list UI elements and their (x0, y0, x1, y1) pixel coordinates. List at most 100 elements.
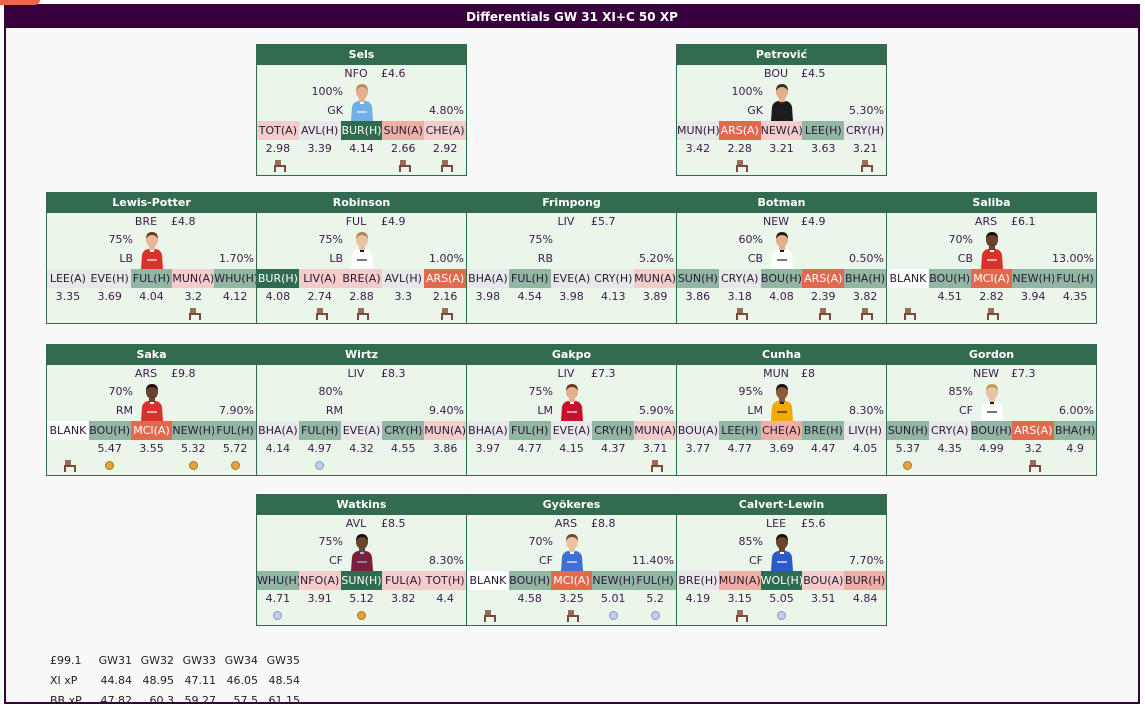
fixture-cell: BLANK (47, 421, 89, 440)
bench-icon (441, 160, 454, 172)
fixture-cell: FUL(H) (508, 421, 551, 440)
fixture-cell: BOU(H) (760, 269, 803, 288)
xp-value: 3.15 (727, 592, 752, 605)
player-card[interactable]: Frimpong LIV £5.7 75% RB 5.20% BHA(A) FUL(H) EVE… (466, 192, 677, 324)
xp-value: 5.2 (646, 592, 664, 605)
bench-icon (987, 308, 1000, 320)
xp-value: 2.98 (265, 142, 291, 155)
player-card[interactable]: Gordon NEW £7.3 85% CF 6.00% SUN(H) CRY(A) BOU(H… (886, 344, 1097, 476)
icon-cell (467, 308, 509, 320)
fixture-cell: BOU(H) (928, 269, 971, 288)
icon-cell (634, 610, 676, 622)
player-card[interactable]: Gyökeres ARS £8.8 70% CF 11.40% BLANK BOU(H) MCI… (466, 494, 677, 626)
fixture-cell: BOU(H) (508, 571, 551, 590)
fixture-cell: CRY(H) (382, 421, 425, 440)
fixture-cell: BUR(H) (340, 121, 383, 140)
xp-value: 2.82 (979, 290, 1004, 303)
player-card[interactable]: Robinson FUL £4.9 75% LB 1.00% BUR(H) LIV(A) BRE… (256, 192, 467, 324)
fixture-cell: CRY(H) (592, 269, 635, 288)
player-photo (139, 231, 165, 269)
player-name: Cunha (677, 345, 886, 365)
bench-icon (273, 160, 286, 172)
fixture-cell: CRY(A) (928, 421, 971, 440)
player-card[interactable]: Gakpo LIV £7.3 75% LM 5.90% BHA(A) FUL(H) EVE(A)… (466, 344, 677, 476)
summary-row-bb: BB xP 47.82 60.3 59.27 57.5 61.15 (50, 690, 300, 708)
icon-cell (719, 308, 761, 320)
player-price: £5.6 (801, 517, 826, 530)
player-name: Watkins (257, 495, 466, 515)
player-card[interactable]: Cunha MUN £8 95% LM 8.30% BOU(A) LEE(H) CHE(A) BR… (676, 344, 887, 476)
icon-cell (677, 308, 719, 320)
xp-value: 3.25 (559, 592, 584, 605)
fixture-cell: BHA(A) (467, 421, 509, 440)
player-card[interactable]: Watkins AVL £8.5 75% CF 8.30% WHU(H) NFO(A) SUN(… (256, 494, 467, 626)
xp-value: 4.9 (1066, 442, 1084, 455)
player-card[interactable]: Saka ARS £9.8 70% RM 7.90% BLANK BOU(H) MCI(A) NE… (46, 344, 257, 476)
bench-icon (483, 610, 496, 622)
bench-icon (441, 308, 454, 320)
player-card[interactable]: Sels NFO £4.6 100% GK 4.80% TOT(A) AVL(H) BUR(H)… (256, 44, 467, 176)
icon-cell (341, 308, 383, 320)
icon-cell (677, 610, 719, 622)
silver-medal-icon (273, 611, 283, 620)
xp-value: 2.28 (727, 142, 752, 155)
xp-value: 3.91 (307, 592, 332, 605)
player-price: £9.8 (171, 367, 196, 380)
player-eo: 1.70% (219, 252, 254, 265)
icon-cell (929, 460, 971, 472)
xp-value: 4.51 (937, 290, 962, 303)
player-position: CF (958, 404, 973, 417)
player-name: Petrović (677, 45, 886, 65)
fixture-row: LEE(A) EVE(H) FUL(H) MUN(A) WHU(H) (47, 269, 258, 288)
player-photo (979, 231, 1005, 269)
xp-row: 4.19 3.15 5.05 3.51 4.84 (677, 592, 886, 606)
icon-row (887, 308, 1096, 320)
player-eo: 11.40% (632, 554, 674, 567)
icon-cell (509, 460, 551, 472)
xp-row: 3.86 3.18 4.08 2.39 3.82 (677, 290, 886, 304)
summary-value: 44.84 (100, 673, 133, 687)
fixture-cell: SUN(A) (382, 121, 425, 140)
xp-value: 4.15 (559, 442, 584, 455)
player-card[interactable]: Botman NEW £4.9 60% CB 0.50% SUN(H) CRY(A) BOU(H… (676, 192, 887, 324)
fixture-cell: BHA(A) (467, 269, 509, 288)
bench-icon (735, 308, 748, 320)
fixture-cell: NEW(H) (592, 571, 635, 590)
xp-value: 4.97 (307, 442, 332, 455)
xp-value: 3.51 (811, 592, 836, 605)
icon-row (677, 160, 886, 172)
xp-value: 3.39 (307, 142, 332, 155)
player-card[interactable]: Lewis-Potter BRE £4.8 75% LB 1.70% LEE(A) EVE(H… (46, 192, 258, 324)
xp-value: 4.12 (222, 290, 248, 303)
player-team: ARS (554, 517, 578, 530)
summary-gw-header: GW34 (224, 653, 258, 667)
player-card[interactable]: Calvert-Lewin LEE £5.6 85% CF 7.70% BRE(H) MUN(… (676, 494, 887, 626)
player-card[interactable]: Wirtz LIV £8.3 80% RM 9.40% BHA(A) FUL(H) EVE(A)… (256, 344, 467, 476)
summary-header-row: £99.1 GW31 GW32 GW33 GW34 GW35 (50, 650, 300, 670)
player-price: £8.8 (591, 517, 616, 530)
icon-cell (341, 610, 383, 622)
fixture-cell: FUL(H) (130, 269, 173, 288)
player-card[interactable]: Petrović BOU £4.5 100% GK 5.30% MUN(H) ARS(A) NE… (676, 44, 887, 176)
xp-value: 3.98 (559, 290, 584, 303)
player-card[interactable]: Saliba ARS £6.1 70% CB 13.00% BLANK BOU(H) MCI(A… (886, 192, 1097, 324)
silver-medal-icon (315, 461, 325, 470)
fixture-cell: MUN(H) (677, 121, 720, 140)
xp-value: 3.86 (432, 442, 458, 455)
fixture-cell: EVE(A) (550, 421, 593, 440)
fixture-cell: FUL(H) (1054, 269, 1096, 288)
bench-icon (63, 460, 76, 472)
gold-medal-icon (105, 461, 115, 470)
icon-cell (214, 308, 256, 320)
fixture-row: BLANK BOU(H) MCI(A) NEW(H) FUL(H) (887, 269, 1096, 288)
fixture-cell: TOT(A) (257, 121, 299, 140)
icon-cell (929, 308, 971, 320)
xp-value: 4.84 (852, 592, 878, 605)
icon-cell (1012, 460, 1054, 472)
gold-medal-icon (230, 461, 240, 470)
icon-row (677, 308, 886, 320)
xp-value: 4.14 (349, 142, 374, 155)
player-price: £4.5 (801, 67, 826, 80)
icon-cell (172, 308, 214, 320)
fixture-cell: TOT(H) (424, 571, 466, 590)
